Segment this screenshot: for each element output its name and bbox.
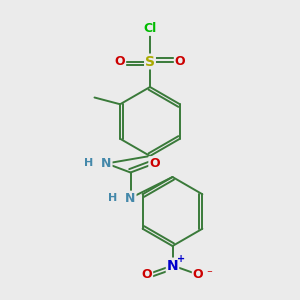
Text: N: N (167, 259, 178, 272)
Text: N: N (101, 157, 112, 170)
Text: +: + (177, 254, 185, 264)
Text: N: N (125, 191, 136, 205)
Text: O: O (149, 157, 160, 170)
Text: Cl: Cl (143, 22, 157, 35)
Text: H: H (84, 158, 93, 169)
Text: O: O (142, 268, 152, 281)
Text: H: H (108, 193, 117, 203)
Text: ⁻: ⁻ (206, 269, 212, 279)
Text: O: O (193, 268, 203, 281)
Text: S: S (145, 55, 155, 68)
Text: O: O (115, 55, 125, 68)
Text: O: O (175, 55, 185, 68)
